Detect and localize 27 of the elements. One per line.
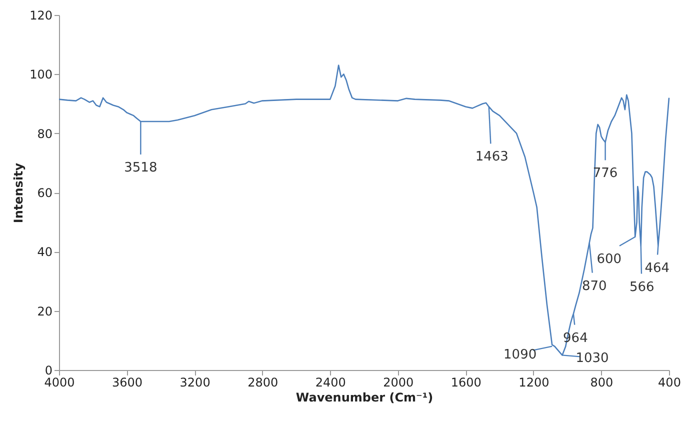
x-tick-label: 2800 [248, 376, 278, 390]
y-tick-label: 40 [37, 245, 52, 260]
x-tick-label: 3600 [112, 376, 143, 390]
x-tick-label: 1600 [450, 376, 482, 390]
y-tick-label: 120 [30, 8, 52, 22]
x-tick-label: 2000 [383, 376, 414, 390]
y-axis-title: Intensity [12, 162, 26, 224]
annotation: 464 [644, 260, 670, 276]
y-tick-label: 100 [30, 68, 52, 82]
annotation: 1463 [475, 150, 508, 165]
y-tick-label: 60 [37, 186, 52, 200]
annotation: 1030 [576, 351, 609, 366]
y-tick-label: 80 [37, 126, 52, 141]
x-tick-label: 1200 [518, 376, 550, 390]
x-tick-label: 4000 [44, 376, 75, 390]
annotation: 3518 [124, 160, 158, 176]
x-axis-title: Wavenumber (Cm⁻¹) [296, 390, 434, 404]
x-tick-label: 800 [590, 376, 614, 390]
x-tick-label: 3200 [180, 376, 210, 390]
y-tick-label: 0 [44, 364, 52, 378]
annotation: 566 [629, 280, 654, 295]
x-tick-label: 400 [658, 376, 681, 390]
annotation: 1090 [504, 347, 537, 362]
annotation: 870 [582, 278, 607, 294]
x-tick-label: 2400 [315, 376, 346, 390]
annotation: 600 [596, 252, 622, 267]
y-tick-label: 20 [37, 304, 52, 318]
